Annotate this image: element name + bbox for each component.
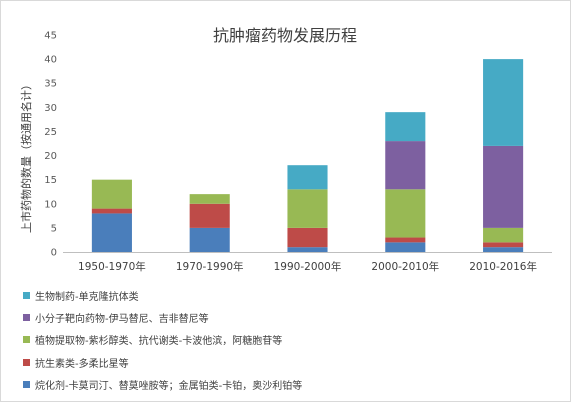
bar-segment xyxy=(91,179,132,209)
y-tick-label: 20 xyxy=(44,151,57,162)
legend-label: 烷化剂-卡莫司汀、替莫唑胺等；金属铂类-卡铂，奥沙利铂等 xyxy=(35,380,303,392)
bar-segment xyxy=(483,247,524,252)
legend-item: 抗生素类-多柔比星等 xyxy=(23,351,563,373)
legend-item: 小分子靶向药物-伊马替尼、吉非替尼等 xyxy=(23,306,563,328)
bar-segment xyxy=(483,59,524,146)
bar-segment xyxy=(287,227,328,248)
bar-segment xyxy=(287,165,328,190)
bar-segment xyxy=(483,242,524,248)
y-tick-label: 40 xyxy=(44,55,57,66)
bar-segment xyxy=(385,141,426,190)
legend-swatch xyxy=(23,336,30,344)
legend-item: 生物制药-单克隆抗体类 xyxy=(23,284,563,306)
bar-segment xyxy=(189,194,230,204)
x-tick-label: 1990-2000年 xyxy=(274,260,342,273)
legend-item: 植物提取物-紫杉醇类、抗代谢类-卡波他滨，阿糖胞苷等 xyxy=(23,329,563,351)
legend-label: 抗生素类-多柔比星等 xyxy=(35,358,129,370)
x-tick-label: 1950-1970年 xyxy=(78,260,146,273)
legend-item: 烷化剂-卡莫司汀、替莫唑胺等；金属铂类-卡铂，奥沙利铂等 xyxy=(23,373,563,395)
y-tick-label: 30 xyxy=(44,103,57,114)
bar-segment xyxy=(287,189,328,228)
bar-segment xyxy=(385,242,426,252)
x-tick-label: 1970-1990年 xyxy=(176,260,244,273)
bar-segment xyxy=(483,145,524,228)
legend-swatch xyxy=(23,313,30,321)
bar-segment xyxy=(189,227,230,252)
chart-title: 抗肿瘤药物发展历程 xyxy=(213,26,357,45)
y-tick-label: 25 xyxy=(44,127,57,138)
y-tick-label: 15 xyxy=(44,175,57,186)
bar-segment xyxy=(385,237,426,243)
bar-segment xyxy=(483,227,524,243)
bar-segment xyxy=(91,208,132,214)
x-tick-label: 2000-2010年 xyxy=(371,260,439,273)
bar-segment xyxy=(385,189,426,238)
y-tick-label: 45 xyxy=(44,31,57,42)
legend-swatch xyxy=(23,380,30,388)
bar-segment xyxy=(91,213,132,252)
legend: 生物制药-单克隆抗体类小分子靶向药物-伊马替尼、吉非替尼等植物提取物-紫杉醇类、… xyxy=(23,284,563,395)
bar-segment xyxy=(189,203,230,228)
legend-swatch xyxy=(23,291,30,299)
legend-label: 生物制药-单克隆抗体类 xyxy=(35,291,139,303)
legend-label: 小分子靶向药物-伊马替尼、吉非替尼等 xyxy=(35,313,209,325)
y-tick-label: 10 xyxy=(44,199,57,210)
y-tick-label: 5 xyxy=(51,223,57,234)
legend-label: 植物提取物-紫杉醇类、抗代谢类-卡波他滨，阿糖胞苷等 xyxy=(35,336,283,348)
y-tick-label: 0 xyxy=(51,248,57,259)
bar-segment xyxy=(287,247,328,252)
legend-swatch xyxy=(23,358,30,366)
bar-segment xyxy=(385,112,426,142)
x-tick-label: 2010-2016年 xyxy=(469,260,537,273)
y-axis-label: 上市药物的数量（按通用名计） xyxy=(19,79,33,233)
y-tick-label: 35 xyxy=(44,79,57,90)
